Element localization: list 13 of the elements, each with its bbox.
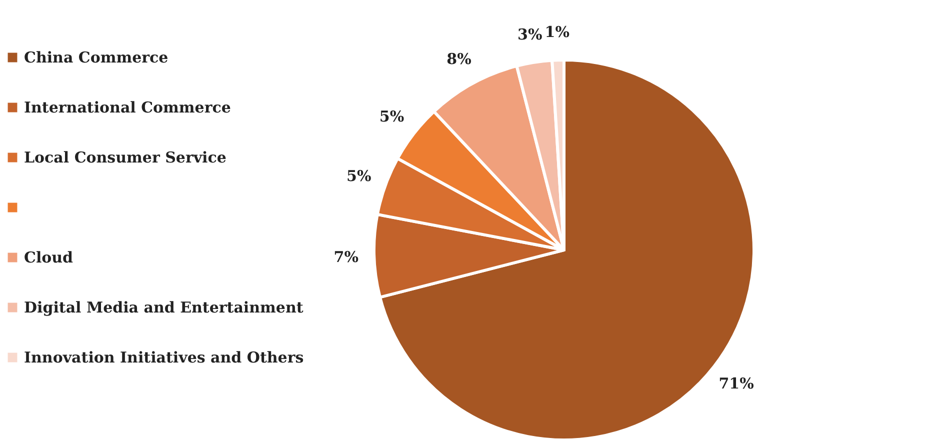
legend-label: Local Consumer Service xyxy=(24,148,226,166)
legend-label: Cloud xyxy=(24,248,74,266)
data-label: 8% xyxy=(446,50,472,68)
data-label: 3% xyxy=(518,26,542,44)
data-label: 7% xyxy=(334,248,358,266)
legend-label: International Commerce xyxy=(24,98,231,116)
data-label: 5% xyxy=(379,107,404,126)
data-label: 1% xyxy=(544,23,570,42)
data-label: 71% xyxy=(718,374,754,393)
legend-label: Digital Media and Entertainment xyxy=(24,298,304,316)
legend-label: China Commerce xyxy=(24,48,168,66)
data-label: 5% xyxy=(346,167,372,186)
legend-label: Innovation Initiatives and Others xyxy=(24,348,304,366)
